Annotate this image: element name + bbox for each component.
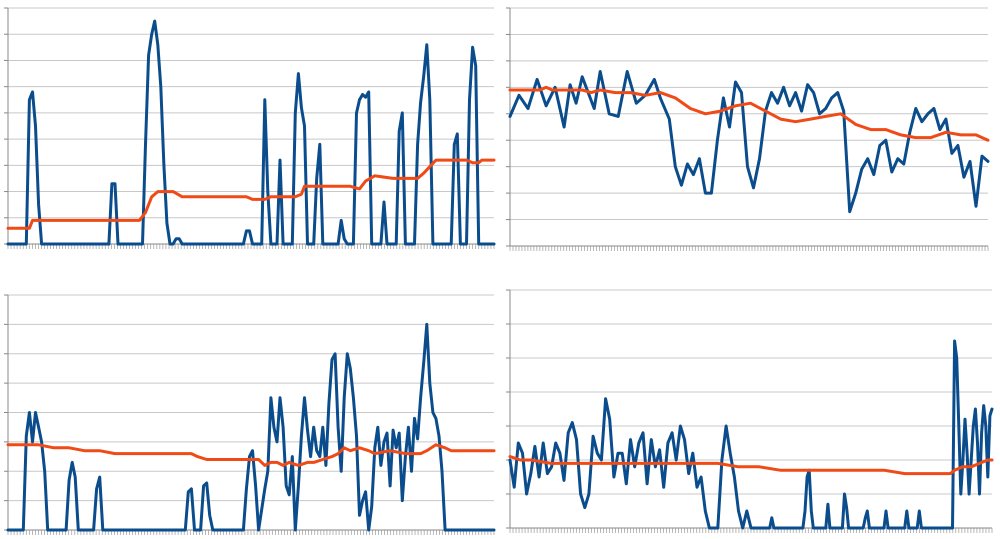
series-line-main bbox=[508, 339, 994, 530]
chart-panel-bottom-left bbox=[4, 294, 496, 535]
series-line-main bbox=[6, 19, 496, 246]
series-line-main bbox=[508, 70, 990, 214]
chart-panel-top-left bbox=[4, 7, 496, 249]
series-line-average bbox=[6, 158, 496, 230]
chart-panel-top-right bbox=[506, 7, 990, 251]
series-line-average bbox=[508, 85, 990, 142]
chart-panel-bottom-right bbox=[506, 289, 994, 533]
series-line-main bbox=[6, 322, 496, 532]
series-line-average bbox=[6, 443, 496, 467]
series-line-average bbox=[508, 455, 994, 476]
